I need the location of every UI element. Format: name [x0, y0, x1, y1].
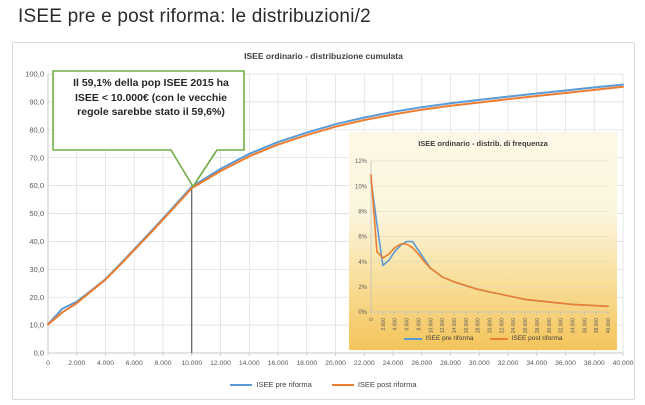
y-tick-label: 0%: [358, 310, 367, 316]
x-tick-label: 2.000: [68, 360, 85, 367]
y-tick-label: 50,0: [29, 209, 44, 218]
inset-chart-panel: 0% 2% 4% 6% 8% 10% 12% 0 2.000 4.000 6.000 8.000 10.…: [349, 132, 617, 350]
x-tick-label: 4.000: [97, 360, 114, 367]
chart-panel: ISEE ordinario - distribuzione cumulata …: [12, 42, 635, 400]
inset-chart-title: ISEE ordinario - distrib. di frequenza: [418, 139, 548, 148]
x-tick-label: 6.000: [405, 318, 411, 331]
y-tick-label: 0,0: [34, 349, 44, 358]
x-tick-label: 10.000: [428, 318, 434, 334]
x-tick-label: 12.000: [440, 318, 446, 334]
x-tick-label: 18.000: [476, 318, 482, 334]
y-tick-label: 80,0: [29, 125, 44, 134]
x-tick-label: 34.000: [570, 318, 576, 334]
legend-label: ISEE post riforma: [357, 380, 417, 389]
x-tick-label: 16.000: [268, 360, 289, 367]
x-tick-label: 32.000: [559, 318, 565, 334]
x-tick-label: 10.000: [181, 360, 202, 367]
y-tick-label: 70,0: [29, 153, 44, 162]
x-tick-label: 26.000: [411, 360, 432, 367]
series-line-isee-post-riforma: [47, 85, 624, 326]
legend-line-swatch: [403, 337, 422, 340]
x-tick-label: 30.000: [547, 318, 553, 334]
x-tick-label: 14.000: [239, 360, 260, 367]
x-tick-label: 24.000: [511, 318, 517, 334]
x-tick-label: 28.000: [535, 318, 541, 334]
y-tick-label: 100,0: [25, 70, 44, 79]
x-tick-label: 40.000: [606, 318, 612, 334]
x-tick-label: 40.000: [613, 360, 634, 367]
legend-line-swatch: [230, 383, 253, 386]
y-tick-label: 40,0: [29, 237, 44, 246]
x-tick-label: 28.000: [440, 360, 461, 367]
x-tick-label: 38.000: [584, 360, 605, 367]
x-tick-label: 26.000: [523, 318, 529, 334]
x-tick-label: 0: [369, 318, 375, 321]
y-tick-label: 6%: [358, 235, 367, 241]
main-chart-title: ISEE ordinario - distribuzione cumulata: [244, 51, 403, 61]
x-tick-label: 8.000: [416, 318, 422, 331]
legend-line-swatch: [489, 337, 508, 340]
y-tick-label: 10%: [355, 184, 368, 190]
legend-label: ISEE pre riforma: [425, 335, 474, 342]
legend-line-swatch: [331, 383, 354, 386]
legend-label: ISEE post riforma: [511, 335, 563, 342]
legend-item-isee-post-riforma: ISEE post riforma: [331, 380, 417, 389]
legend-item-isee-pre-riforma: ISEE pre riforma: [230, 380, 312, 389]
x-tick-label: 38.000: [594, 318, 600, 334]
y-tick-label: 90,0: [29, 98, 44, 107]
x-tick-label: 2.000: [381, 318, 387, 331]
series-line-isee-pre-riforma: [370, 179, 609, 308]
y-tick-label: 8%: [358, 209, 367, 215]
inset-chart-legend: ISEE pre riforma ISEE post riforma: [349, 335, 617, 342]
x-tick-label: 20.000: [488, 318, 494, 334]
y-tick-label: 20,0: [29, 293, 44, 302]
x-tick-label: 18.000: [296, 360, 317, 367]
x-tick-label: 0: [46, 360, 50, 367]
frequency-distribution-chart: 0% 2% 4% 6% 8% 10% 12% 0 2.000 4.000 6.000 8.000 10.…: [355, 159, 612, 334]
x-tick-label: 34.000: [526, 360, 547, 367]
x-tick-label: 22.000: [499, 318, 505, 334]
x-tick-label: 22.000: [354, 360, 375, 367]
y-tick-label: 2%: [358, 285, 367, 291]
y-tick-label: 12%: [355, 159, 368, 165]
x-tick-label: 36.000: [582, 318, 588, 334]
annotation-callout-text: Il 59,1% della pop ISEE 2015 ha ISEE < 1…: [73, 77, 229, 119]
x-tick-label: 6.000: [126, 360, 143, 367]
x-tick-label: 30.000: [469, 360, 490, 367]
x-tick-label: 24.000: [383, 360, 404, 367]
x-tick-label: 20.000: [325, 360, 346, 367]
legend-label: ISEE pre riforma: [256, 380, 312, 389]
x-tick-label: 8.000: [154, 360, 171, 367]
series-line-isee-post-riforma: [370, 173, 609, 308]
slide-title: ISEE pre e post riforma: le distribuzion…: [18, 6, 371, 27]
x-tick-label: 36.000: [555, 360, 576, 367]
y-tick-label: 60,0: [29, 181, 44, 190]
legend-item-isee-pre-riforma: ISEE pre riforma: [403, 335, 474, 342]
x-tick-label: 32.000: [498, 360, 519, 367]
x-tick-label: 14.000: [452, 318, 458, 334]
y-tick-label: 4%: [358, 260, 367, 266]
y-tick-label: 30,0: [29, 265, 44, 274]
legend-item-isee-post-riforma: ISEE post riforma: [489, 335, 563, 342]
x-tick-label: 16.000: [464, 318, 470, 334]
y-tick-label: 10,0: [29, 321, 44, 330]
x-tick-label: 12.000: [210, 360, 231, 367]
main-chart-legend: ISEE pre riforma ISEE post riforma: [13, 380, 634, 389]
x-tick-label: 4.000: [393, 318, 399, 331]
